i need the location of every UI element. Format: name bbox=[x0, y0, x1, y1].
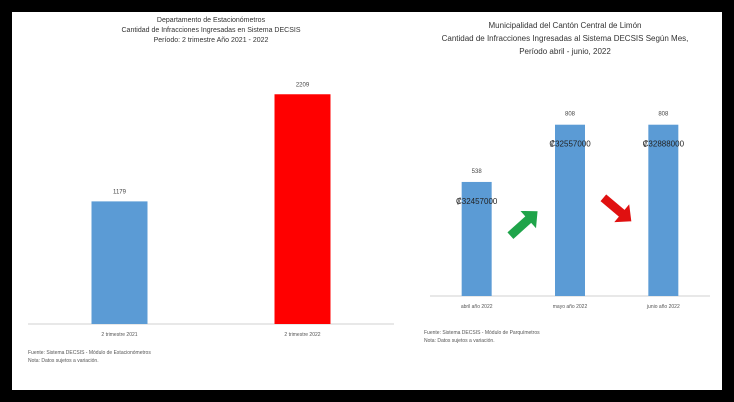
x-tick-label: 2 trimestre 2022 bbox=[284, 332, 320, 338]
data-label: 538 bbox=[472, 169, 483, 175]
trend-arrow-up-icon bbox=[505, 209, 539, 241]
bar bbox=[91, 201, 148, 324]
trend-arrow-down-icon bbox=[598, 192, 633, 224]
x-tick-label: 2 trimestre 2021 bbox=[101, 332, 137, 338]
bar-inner-label: ₡32557000 bbox=[549, 140, 591, 149]
title-line: Cantidad de Infracciones Ingresadas en S… bbox=[121, 26, 301, 34]
title-line: Período: 2 trimestre Año 2021 - 2022 bbox=[153, 36, 269, 44]
x-tick-label: junio año 2022 bbox=[646, 304, 680, 310]
chart-right-title: Municipalidad del Cantón Central de Limó… bbox=[410, 20, 720, 58]
bar bbox=[555, 124, 585, 296]
x-tick-label: abril año 2022 bbox=[461, 304, 493, 310]
title-line: Cantidad de Infracciones Ingresadas al S… bbox=[441, 33, 689, 43]
chart-left-footnotes: Fuente: Sistema DECSIS - Módulo de Estac… bbox=[28, 350, 151, 365]
data-label: 808 bbox=[658, 112, 669, 118]
data-label: 1179 bbox=[113, 189, 127, 195]
chart-left: Departamento de Estacionómetros Cantidad… bbox=[20, 14, 402, 388]
footnote: Nota: Datos sujetos a variación. bbox=[28, 357, 99, 364]
bar-inner-label: ₡32457000 bbox=[456, 197, 498, 206]
data-label: 2209 bbox=[296, 82, 310, 88]
title-line: Departamento de Estacionómetros bbox=[156, 17, 266, 24]
bar-inner-label: ₡32888000 bbox=[643, 140, 685, 149]
chart-left-plot: 1179 2 trimestre 2021 2209 2 trimestre 2022 bbox=[28, 82, 394, 338]
x-tick-label: mayo año 2022 bbox=[553, 304, 588, 310]
bar bbox=[274, 94, 331, 324]
chart-right-plot: 538 ₡32457000 abril año 2022 808 ₡32557000 ma… bbox=[430, 112, 710, 310]
title-line: Período abril - junio, 2022 bbox=[519, 46, 611, 56]
chart-right: Municipalidad del Cantón Central de Limó… bbox=[410, 14, 720, 388]
chart-left-title: Departamento de Estacionómetros Cantidad… bbox=[20, 16, 402, 45]
title-line: Municipalidad del Cantón Central de Limó… bbox=[488, 21, 642, 30]
bar bbox=[461, 181, 492, 296]
data-label: 808 bbox=[565, 112, 576, 118]
chart-right-footnotes: Fuente: Sistema DECSIS - Módulo de Parqu… bbox=[424, 330, 540, 345]
footnote: Fuente: Sistema DECSIS - Módulo de Parqu… bbox=[424, 330, 540, 336]
bar bbox=[648, 124, 679, 296]
footnote: Nota: Datos sujetos a variación. bbox=[424, 337, 495, 344]
footnote: Fuente: Sistema DECSIS - Módulo de Estac… bbox=[28, 350, 151, 356]
